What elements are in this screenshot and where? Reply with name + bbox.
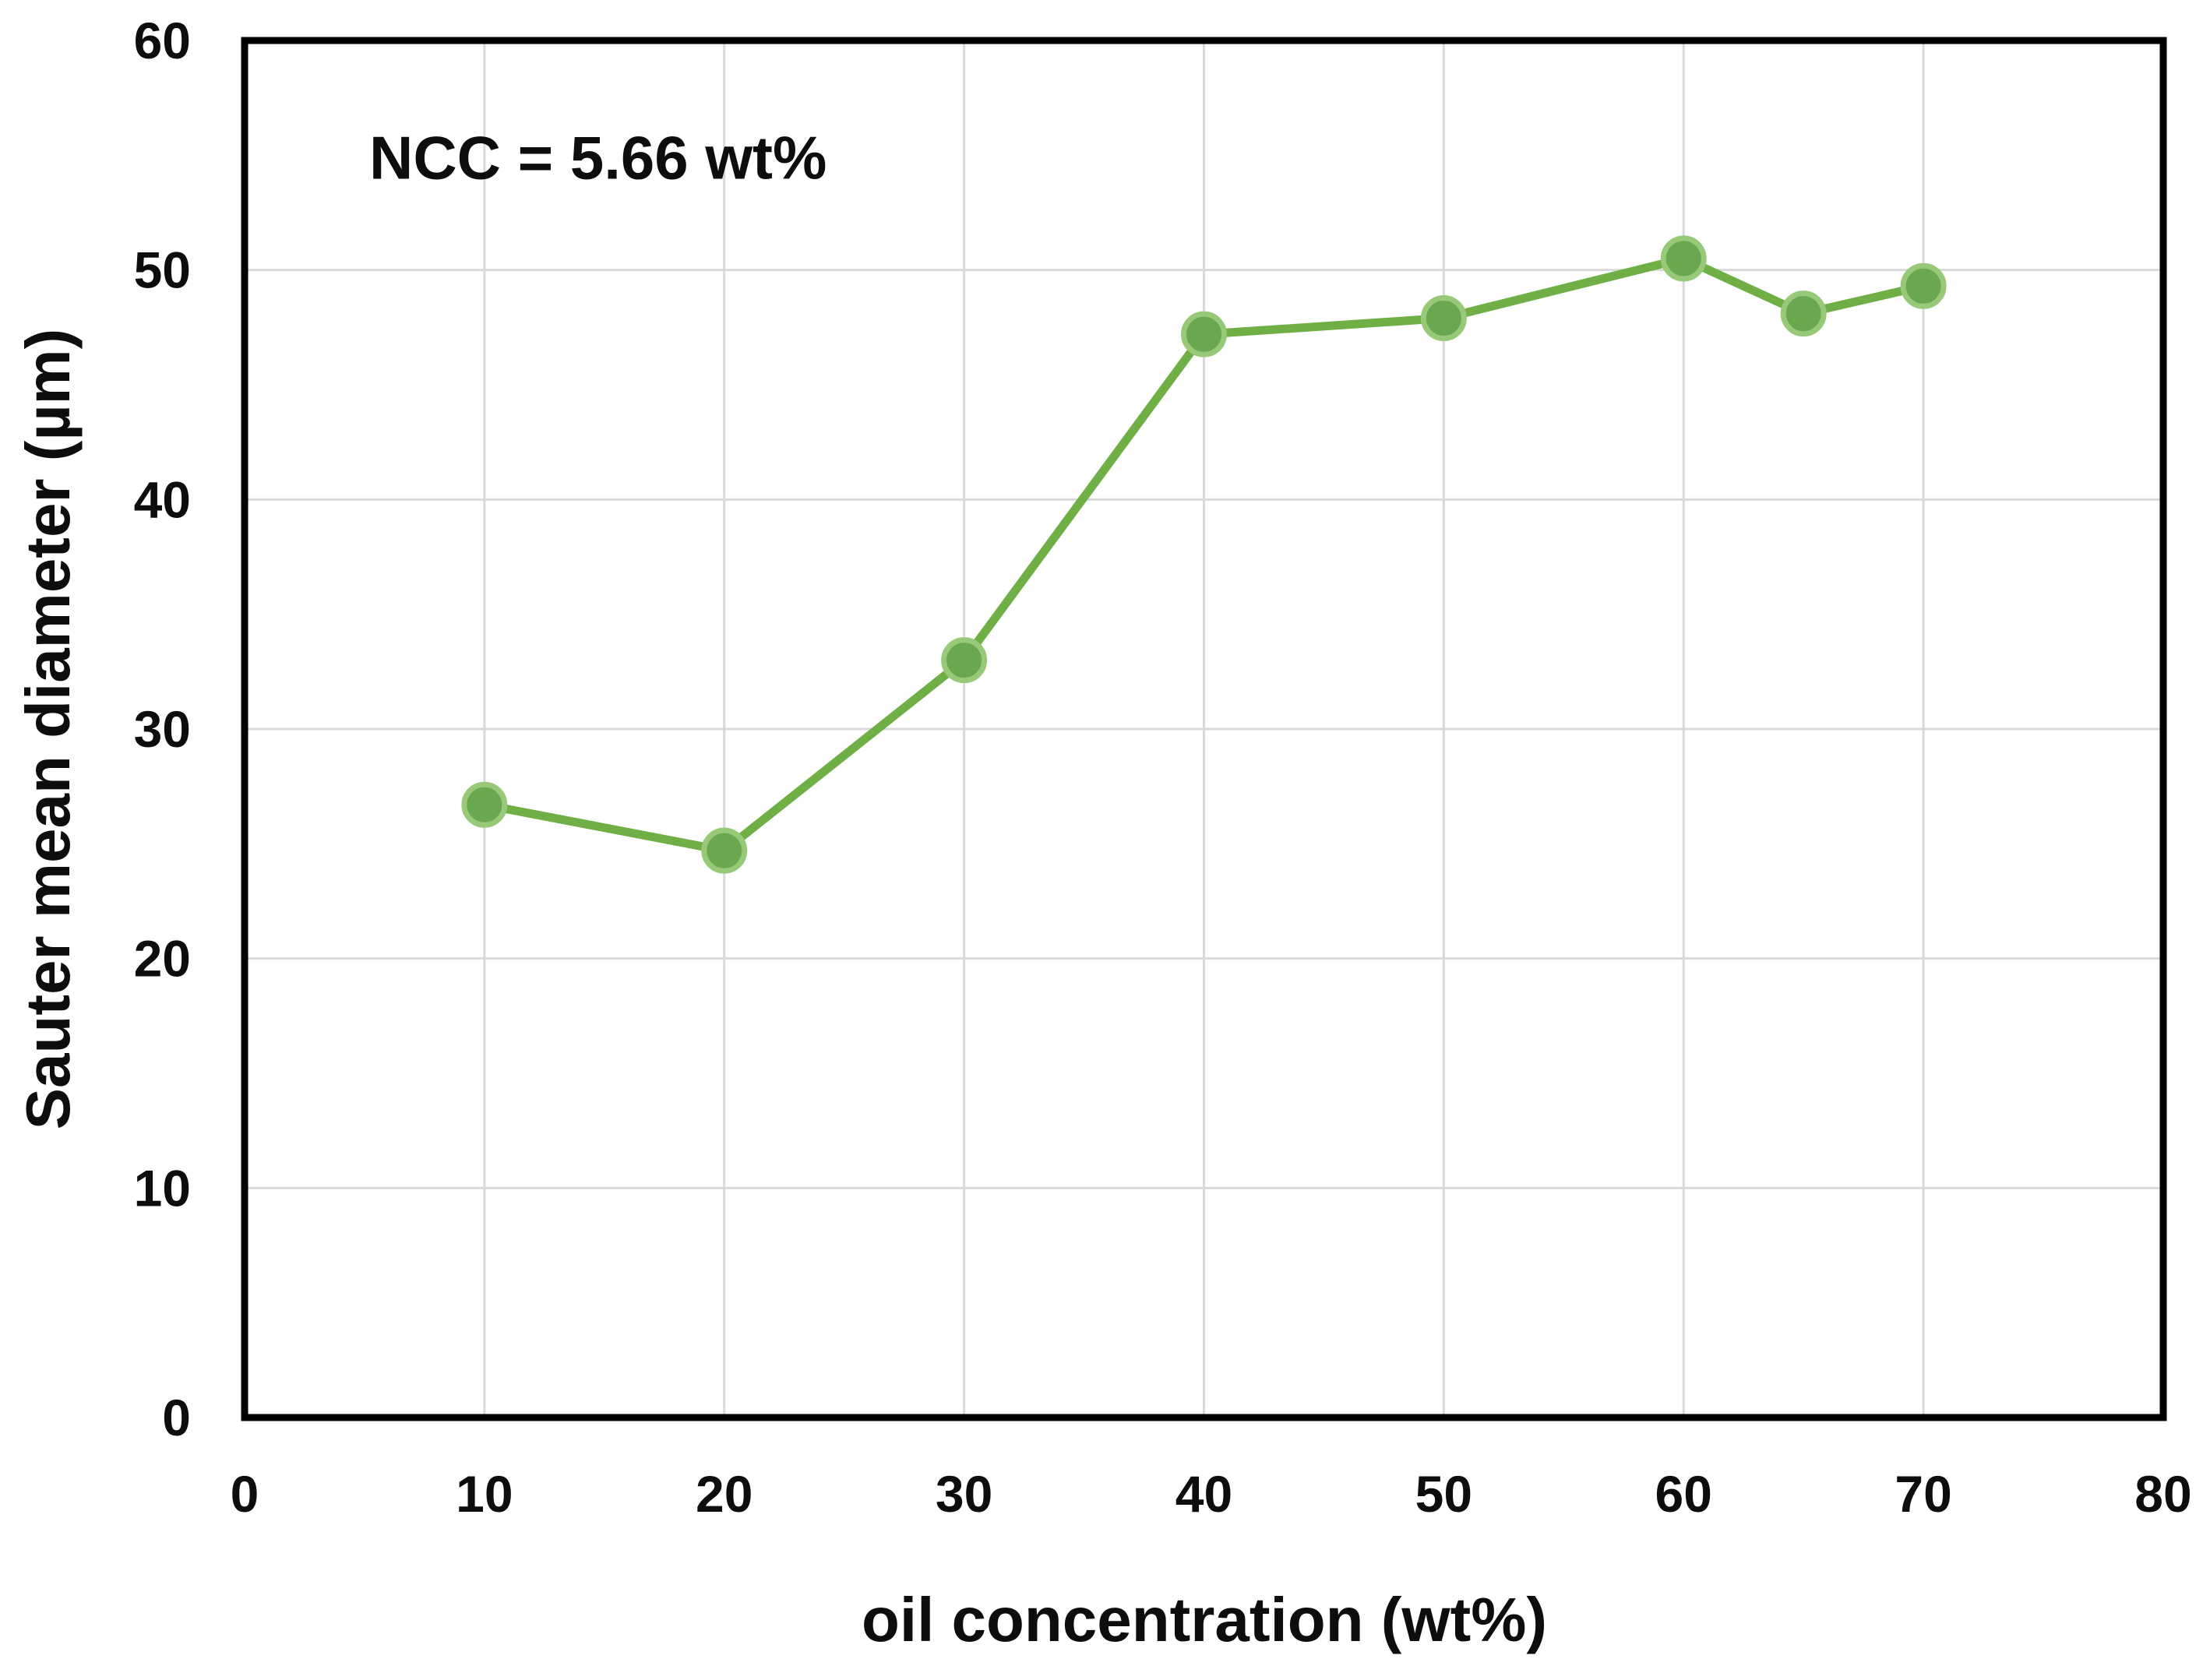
data-point-marker: [1660, 235, 1707, 282]
data-point-marker: [701, 827, 748, 874]
data-point-marker: [1181, 311, 1227, 357]
data-point-marker: [1420, 295, 1467, 342]
x-tick-label: 40: [1175, 1465, 1232, 1523]
data-point-marker: [1900, 262, 1947, 309]
x-tick-label: 10: [456, 1465, 513, 1523]
x-tick-label: 30: [936, 1465, 992, 1523]
x-tick-label: 50: [1415, 1465, 1472, 1523]
y-tick-label: 20: [134, 930, 191, 988]
y-tick-label: 0: [162, 1389, 191, 1446]
x-axis-title: oil concentration (wt%): [862, 1585, 1547, 1654]
annotation-ncc: NCC = 5.66 wt%: [369, 123, 827, 192]
x-tick-label: 80: [2134, 1465, 2191, 1523]
y-tick-label: 30: [134, 700, 191, 758]
x-tick-label: 20: [696, 1465, 753, 1523]
y-tick-label: 10: [134, 1159, 191, 1217]
y-tick-label: 50: [134, 241, 191, 299]
x-tick-label: 0: [231, 1465, 259, 1523]
x-tick-label: 60: [1655, 1465, 1712, 1523]
data-point-marker: [941, 637, 988, 684]
x-tick-label: 70: [1895, 1465, 1951, 1523]
y-tick-label: 40: [134, 470, 191, 528]
y-axis-title: Sauter mean diameter (µm): [13, 328, 83, 1130]
plot-frame: [241, 37, 2167, 1421]
data-point-marker: [1780, 291, 1827, 337]
data-point-marker: [461, 781, 508, 828]
y-tick-label: 60: [134, 12, 191, 69]
